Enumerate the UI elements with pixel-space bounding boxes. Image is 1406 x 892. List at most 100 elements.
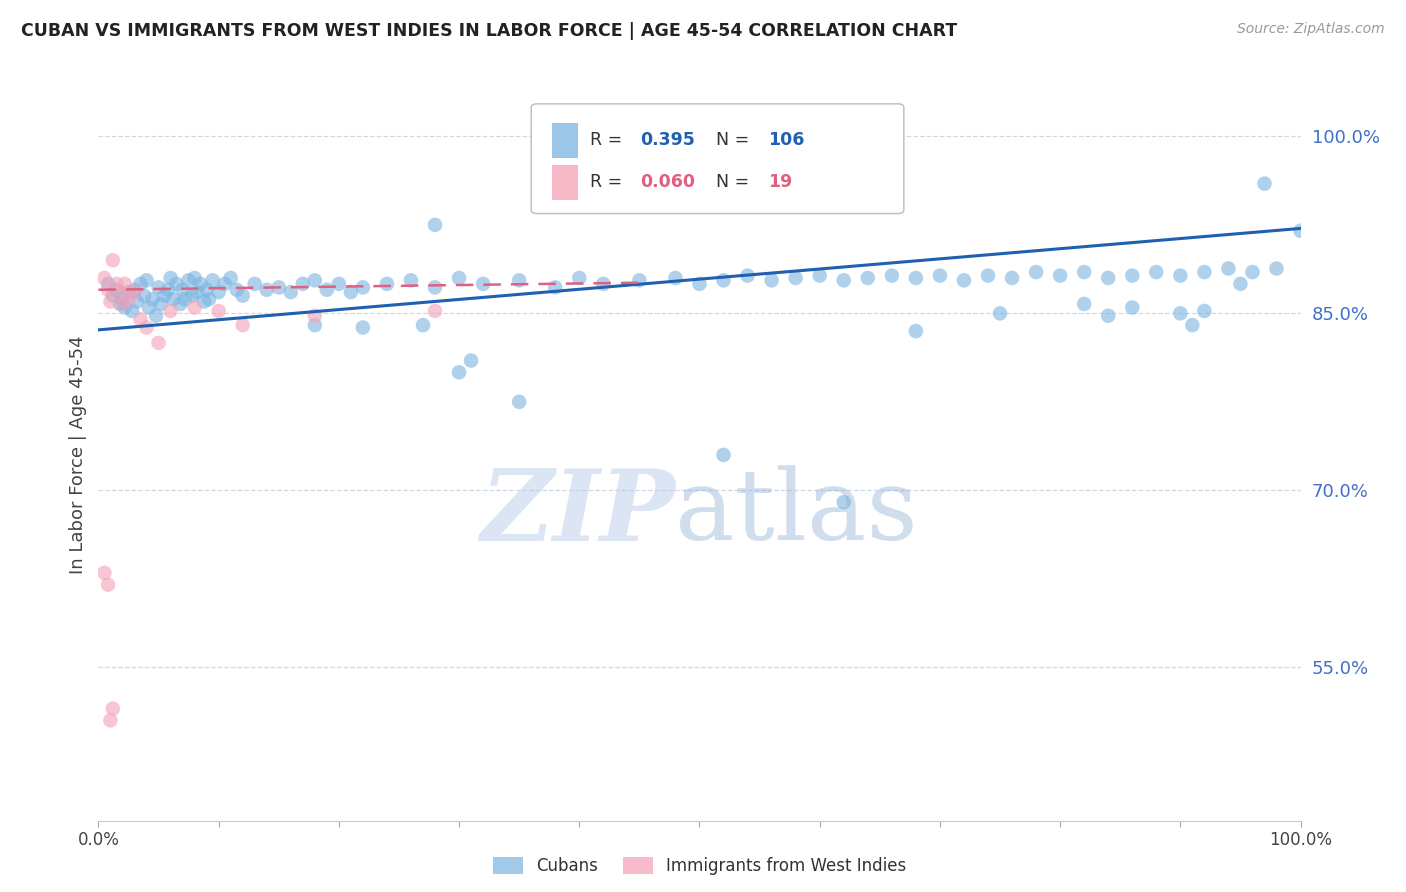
Point bbox=[181, 288, 204, 302]
Text: 0.060: 0.060 bbox=[641, 173, 696, 191]
Point bbox=[423, 304, 446, 318]
Point bbox=[988, 306, 1011, 320]
Point bbox=[135, 320, 157, 334]
Text: Source: ZipAtlas.com: Source: ZipAtlas.com bbox=[1237, 22, 1385, 37]
Point bbox=[412, 318, 434, 333]
Point bbox=[97, 283, 120, 297]
Point bbox=[159, 271, 181, 285]
Point bbox=[214, 277, 236, 291]
Point bbox=[1241, 265, 1264, 279]
Point bbox=[135, 273, 157, 287]
Point bbox=[1181, 318, 1204, 333]
Point bbox=[1025, 265, 1047, 279]
Point bbox=[399, 273, 422, 287]
Point bbox=[93, 271, 115, 285]
Point bbox=[664, 271, 686, 285]
Text: R =: R = bbox=[591, 173, 628, 191]
Point bbox=[186, 285, 208, 299]
Point bbox=[114, 277, 136, 291]
Point bbox=[904, 271, 927, 285]
Point bbox=[232, 318, 254, 333]
Point bbox=[1265, 261, 1288, 276]
Point bbox=[447, 271, 470, 285]
Point bbox=[117, 292, 139, 306]
Point bbox=[1289, 224, 1312, 238]
Text: 106: 106 bbox=[768, 131, 804, 149]
Point bbox=[201, 273, 224, 287]
Point bbox=[1229, 277, 1251, 291]
Point bbox=[153, 288, 176, 302]
Point bbox=[291, 277, 314, 291]
Point bbox=[149, 297, 172, 311]
Point bbox=[592, 277, 614, 291]
Point bbox=[1144, 265, 1167, 279]
Point bbox=[1170, 268, 1192, 283]
Point bbox=[101, 701, 124, 715]
Point bbox=[628, 273, 651, 287]
Point bbox=[423, 218, 446, 232]
Point bbox=[1073, 265, 1095, 279]
Point bbox=[1073, 297, 1095, 311]
Point bbox=[193, 294, 215, 309]
Point bbox=[953, 273, 976, 287]
Point bbox=[689, 277, 711, 291]
Point bbox=[713, 448, 735, 462]
FancyBboxPatch shape bbox=[531, 103, 904, 213]
Point bbox=[162, 292, 184, 306]
Point bbox=[267, 280, 290, 294]
Point bbox=[785, 271, 807, 285]
Point bbox=[352, 320, 374, 334]
Point bbox=[166, 277, 188, 291]
Point bbox=[1097, 309, 1119, 323]
Point bbox=[280, 285, 302, 299]
Point bbox=[832, 273, 855, 287]
Point bbox=[183, 301, 205, 315]
Point bbox=[304, 273, 326, 287]
Point bbox=[177, 273, 200, 287]
Point bbox=[808, 268, 831, 283]
Point bbox=[129, 312, 152, 326]
Bar bbox=[551, 123, 578, 158]
Point bbox=[172, 283, 194, 297]
Point bbox=[1194, 265, 1216, 279]
Point bbox=[148, 335, 170, 350]
Legend: Cubans, Immigrants from West Indies: Cubans, Immigrants from West Indies bbox=[486, 850, 912, 882]
Point bbox=[111, 292, 134, 306]
Point bbox=[183, 271, 205, 285]
Point bbox=[219, 271, 242, 285]
Point bbox=[544, 280, 567, 294]
Point bbox=[195, 283, 218, 297]
Point bbox=[737, 268, 759, 283]
Point bbox=[159, 304, 181, 318]
Text: ZIP: ZIP bbox=[481, 466, 675, 562]
Point bbox=[124, 283, 146, 297]
Point bbox=[174, 292, 197, 306]
Point bbox=[157, 283, 180, 297]
Point bbox=[169, 297, 191, 311]
Point bbox=[1121, 301, 1143, 315]
Point bbox=[352, 280, 374, 294]
Point bbox=[225, 283, 247, 297]
Text: 19: 19 bbox=[768, 173, 792, 191]
Point bbox=[105, 277, 128, 291]
Point bbox=[1170, 306, 1192, 320]
Point bbox=[129, 277, 152, 291]
Text: atlas: atlas bbox=[675, 466, 918, 561]
Point bbox=[1121, 268, 1143, 283]
Point bbox=[105, 283, 128, 297]
Point bbox=[856, 271, 879, 285]
Point bbox=[460, 353, 482, 368]
Point bbox=[208, 304, 231, 318]
Point bbox=[832, 495, 855, 509]
Text: N =: N = bbox=[716, 173, 755, 191]
Point bbox=[340, 285, 363, 299]
Text: CUBAN VS IMMIGRANTS FROM WEST INDIES IN LABOR FORCE | AGE 45-54 CORRELATION CHAR: CUBAN VS IMMIGRANTS FROM WEST INDIES IN … bbox=[21, 22, 957, 40]
Point bbox=[117, 285, 139, 299]
Point bbox=[232, 288, 254, 302]
Point bbox=[304, 318, 326, 333]
Point bbox=[243, 277, 266, 291]
Y-axis label: In Labor Force | Age 45-54: In Labor Force | Age 45-54 bbox=[69, 335, 87, 574]
Text: N =: N = bbox=[716, 131, 755, 149]
Point bbox=[1001, 271, 1024, 285]
Point bbox=[97, 277, 120, 291]
